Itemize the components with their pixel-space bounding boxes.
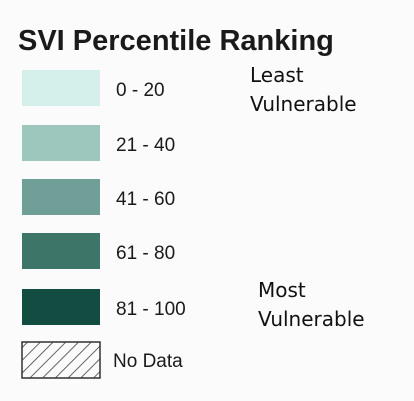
annotation: Vulnerable bbox=[250, 92, 357, 116]
legend-title: SVI Percentile Ranking bbox=[18, 25, 334, 57]
legend-items: 0 - 20 21 - 40 41 - 60 61 - 80 81 - 100 Least… bbox=[22, 63, 365, 331]
legend-label: 0 - 20 bbox=[116, 80, 165, 101]
legend-label: 61 - 80 bbox=[116, 243, 175, 264]
legend-label: 41 - 60 bbox=[116, 189, 175, 210]
legend-swatch bbox=[22, 70, 100, 106]
annotation: Vulnerable bbox=[258, 307, 365, 331]
no-data-swatch bbox=[21, 341, 101, 379]
legend-swatch bbox=[22, 289, 100, 325]
no-data-label: No Data bbox=[113, 351, 183, 372]
legend-swatch bbox=[22, 125, 100, 161]
legend-label: 21 - 40 bbox=[116, 135, 175, 156]
legend-swatch bbox=[22, 179, 100, 215]
legend-swatch bbox=[22, 233, 100, 269]
annotation: Least bbox=[250, 63, 304, 87]
annotation: Most bbox=[258, 278, 306, 302]
legend-label: 81 - 100 bbox=[116, 299, 186, 320]
